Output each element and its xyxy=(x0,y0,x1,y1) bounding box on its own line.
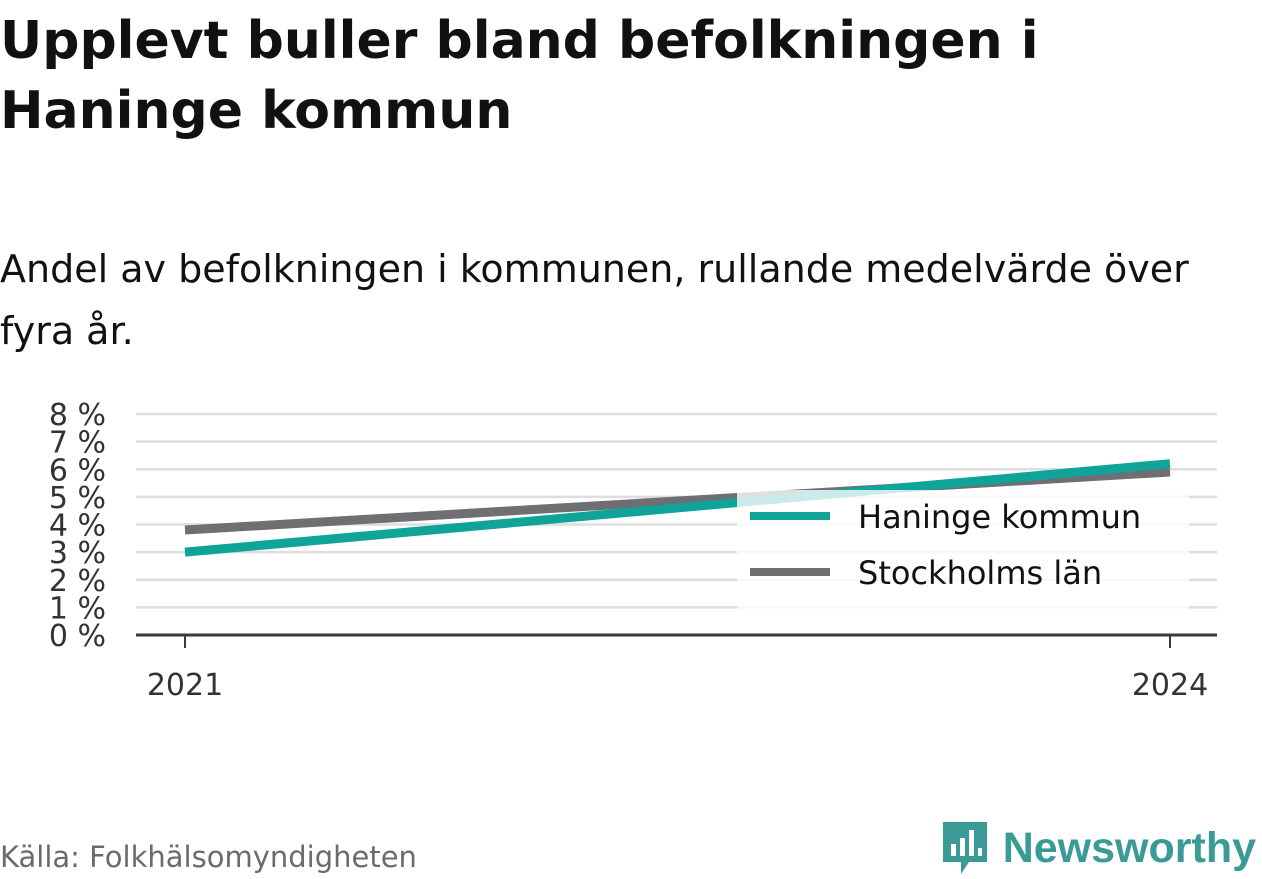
brand-logo: Newsworthy xyxy=(939,818,1256,878)
legend-background xyxy=(737,490,1189,617)
y-tick-label: 8 % xyxy=(49,398,106,433)
chart-title: Upplevt buller bland befolkningen i Hani… xyxy=(0,11,1039,141)
y-tick-label: 4 % xyxy=(49,509,106,544)
line-chart: 0 %1 %2 %3 %4 %5 %6 %7 %8 % Haninge komm… xyxy=(49,398,1217,703)
x-tick-label: 2024 xyxy=(1132,668,1208,703)
legend-label: Haninge kommun xyxy=(858,498,1141,536)
legend-label: Stockholms län xyxy=(858,554,1102,592)
source-label: Källa: Folkhälsomyndigheten xyxy=(0,840,417,874)
y-tick-label: 7 % xyxy=(49,426,106,461)
y-axis-ticks: 0 %1 %2 %3 %4 %5 %6 %7 %8 % xyxy=(49,398,106,654)
y-tick-label: 3 % xyxy=(49,536,106,571)
x-axis-ticks: 2021 2024 xyxy=(147,635,1208,703)
y-tick-label: 0 % xyxy=(49,619,106,654)
chart-series xyxy=(184,459,1171,557)
y-tick-label: 5 % xyxy=(49,481,106,516)
x-tick-label: 2021 xyxy=(147,668,223,703)
chart-legend: Haninge kommun Stockholms län xyxy=(737,490,1189,617)
newsworthy-logo-icon xyxy=(942,822,987,874)
y-tick-label: 1 % xyxy=(49,591,106,626)
chart-subtitle: Andel av befolkningen i kommunen, rullan… xyxy=(0,247,1189,353)
brand-name: Newsworthy xyxy=(1002,823,1256,872)
series-line xyxy=(184,459,1171,557)
y-tick-label: 2 % xyxy=(49,564,106,599)
y-tick-label: 6 % xyxy=(49,453,106,488)
